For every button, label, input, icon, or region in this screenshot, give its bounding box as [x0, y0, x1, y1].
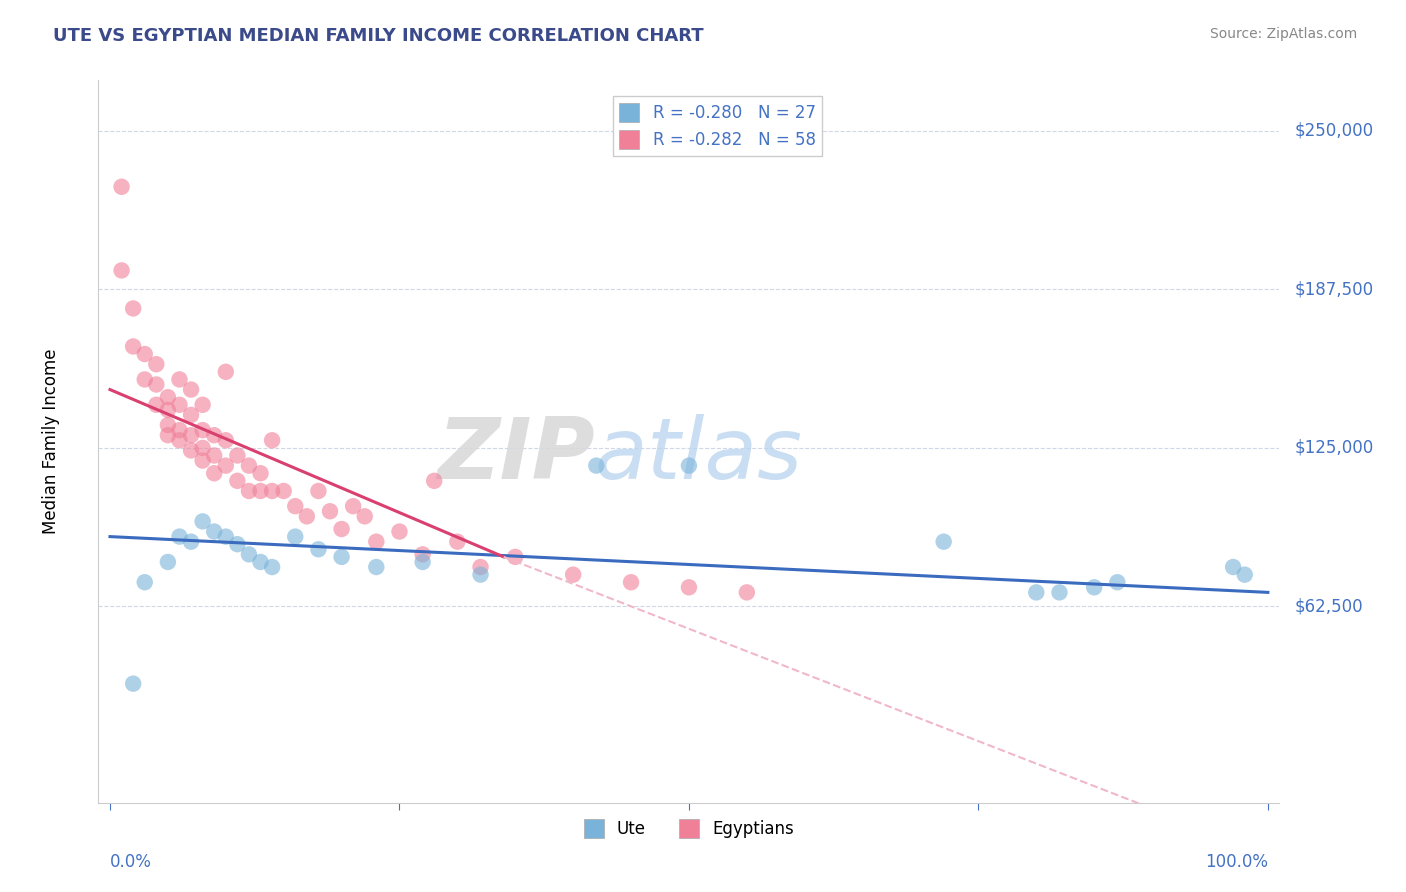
Point: [110, 263, 132, 277]
Text: $250,000: $250,000: [1295, 122, 1374, 140]
Legend: Ute, Egyptians: Ute, Egyptians: [576, 813, 801, 845]
Point: [169, 530, 191, 544]
Point: [342, 499, 364, 513]
Point: [470, 560, 492, 574]
Point: [202, 428, 225, 442]
Point: [366, 560, 388, 574]
Point: [122, 339, 145, 353]
Point: [366, 534, 388, 549]
Point: [215, 365, 238, 379]
Point: [215, 458, 238, 473]
Text: ZIP: ZIP: [437, 415, 595, 498]
Point: [191, 515, 214, 529]
Point: [202, 449, 225, 463]
Point: [262, 434, 284, 448]
Point: [319, 504, 342, 518]
Point: [202, 524, 225, 539]
Point: [735, 585, 758, 599]
Point: [191, 453, 214, 467]
Text: atlas: atlas: [595, 415, 803, 498]
Point: [215, 530, 238, 544]
Point: [238, 547, 260, 561]
Point: [307, 542, 329, 557]
Point: [122, 301, 145, 316]
Point: [620, 575, 643, 590]
Point: [284, 530, 307, 544]
Point: [412, 547, 434, 561]
Point: [180, 443, 202, 458]
Point: [503, 549, 526, 564]
Point: [226, 449, 249, 463]
Point: [262, 483, 284, 498]
Point: [180, 383, 202, 397]
Point: [169, 372, 191, 386]
Point: [145, 398, 167, 412]
Point: [134, 575, 156, 590]
Point: [156, 555, 179, 569]
Point: [1083, 580, 1105, 594]
Point: [191, 441, 214, 455]
Point: [330, 549, 353, 564]
Point: [330, 522, 353, 536]
Point: [1222, 560, 1244, 574]
Point: [215, 434, 238, 448]
Point: [191, 423, 214, 437]
Point: [562, 567, 585, 582]
Point: [191, 398, 214, 412]
Point: [226, 474, 249, 488]
Point: [202, 467, 225, 481]
Point: [156, 402, 179, 417]
Point: [470, 567, 492, 582]
Text: $187,500: $187,500: [1295, 280, 1374, 299]
Text: 0.0%: 0.0%: [110, 854, 152, 871]
Point: [1233, 567, 1256, 582]
Text: Median Family Income: Median Family Income: [42, 349, 60, 534]
Point: [262, 560, 284, 574]
Point: [180, 408, 202, 422]
Point: [295, 509, 318, 524]
Point: [585, 458, 607, 473]
Text: $125,000: $125,000: [1295, 439, 1374, 457]
Point: [412, 555, 434, 569]
Point: [145, 377, 167, 392]
Point: [284, 499, 307, 513]
Point: [353, 509, 375, 524]
Text: Source: ZipAtlas.com: Source: ZipAtlas.com: [1209, 27, 1357, 41]
Point: [180, 534, 202, 549]
Point: [134, 347, 156, 361]
Point: [249, 467, 271, 481]
Point: [1049, 585, 1071, 599]
Point: [932, 534, 955, 549]
Point: [446, 534, 468, 549]
Point: [388, 524, 411, 539]
Point: [226, 537, 249, 551]
Point: [238, 483, 260, 498]
Text: 100.0%: 100.0%: [1205, 854, 1268, 871]
Point: [273, 483, 295, 498]
Point: [156, 418, 179, 433]
Point: [423, 474, 446, 488]
Point: [169, 398, 191, 412]
Point: [110, 179, 132, 194]
Point: [169, 434, 191, 448]
Point: [169, 423, 191, 437]
Point: [1107, 575, 1129, 590]
Point: [678, 458, 700, 473]
Point: [145, 357, 167, 371]
Point: [156, 428, 179, 442]
Text: UTE VS EGYPTIAN MEDIAN FAMILY INCOME CORRELATION CHART: UTE VS EGYPTIAN MEDIAN FAMILY INCOME COR…: [53, 27, 704, 45]
Point: [238, 458, 260, 473]
Point: [134, 372, 156, 386]
Text: $62,500: $62,500: [1295, 598, 1364, 615]
Point: [307, 483, 329, 498]
Point: [249, 483, 271, 498]
Point: [122, 676, 145, 690]
Point: [1025, 585, 1047, 599]
Point: [249, 555, 271, 569]
Point: [678, 580, 700, 594]
Point: [156, 390, 179, 404]
Point: [180, 428, 202, 442]
